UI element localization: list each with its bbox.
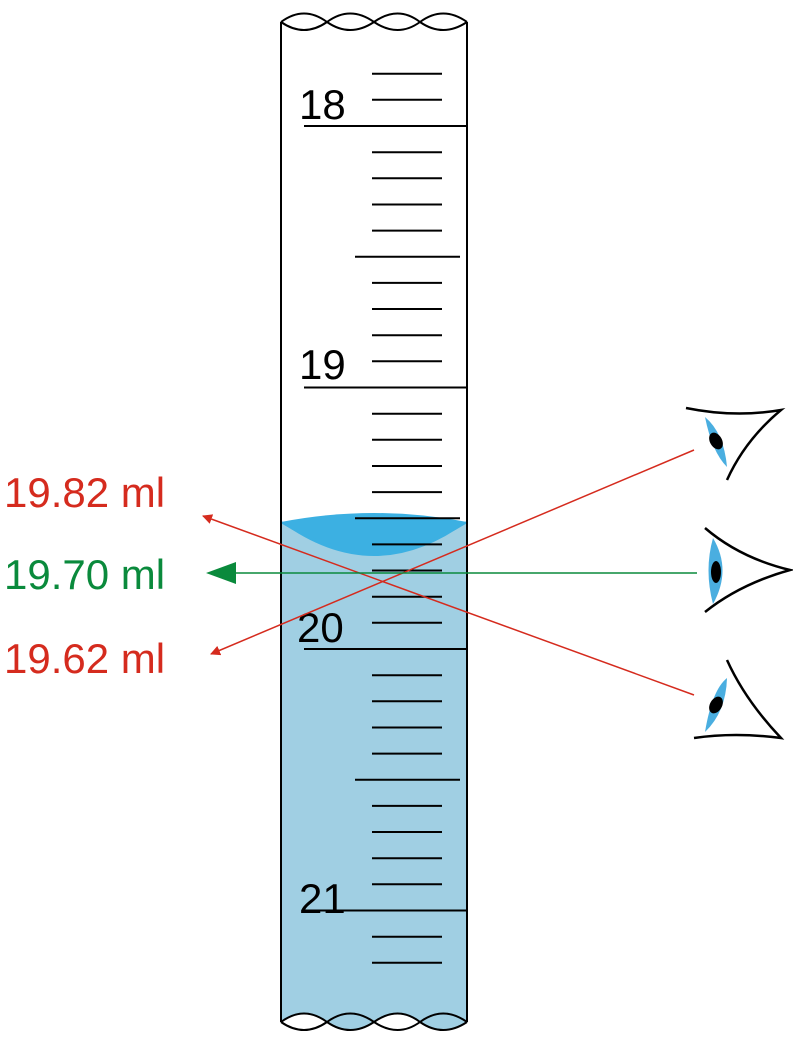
green-arrowhead [206,562,236,584]
reading-eye-level: 19.70 ml [4,551,165,598]
graduation-marks [304,72,467,964]
readings: 19.82 ml 19.70 ml 19.62 ml [4,469,165,682]
sight-line-from-below [202,514,695,696]
eye-level-icon [704,527,793,613]
scale-label-20: 20 [297,604,344,651]
eye-below-icon [693,659,785,740]
sight-line-from-above [210,449,695,656]
reading-from-below: 19.82 ml [4,469,165,516]
liquid-column [281,522,467,1030]
scale-label-21: 21 [299,875,346,922]
eye-above-icon [685,406,786,481]
scale-labels: 18 19 20 21 [297,81,346,922]
scale-label-19: 19 [299,341,346,388]
scale-label-18: 18 [299,81,346,128]
reading-from-above: 19.62 ml [4,635,165,682]
sight-lines [202,449,697,696]
